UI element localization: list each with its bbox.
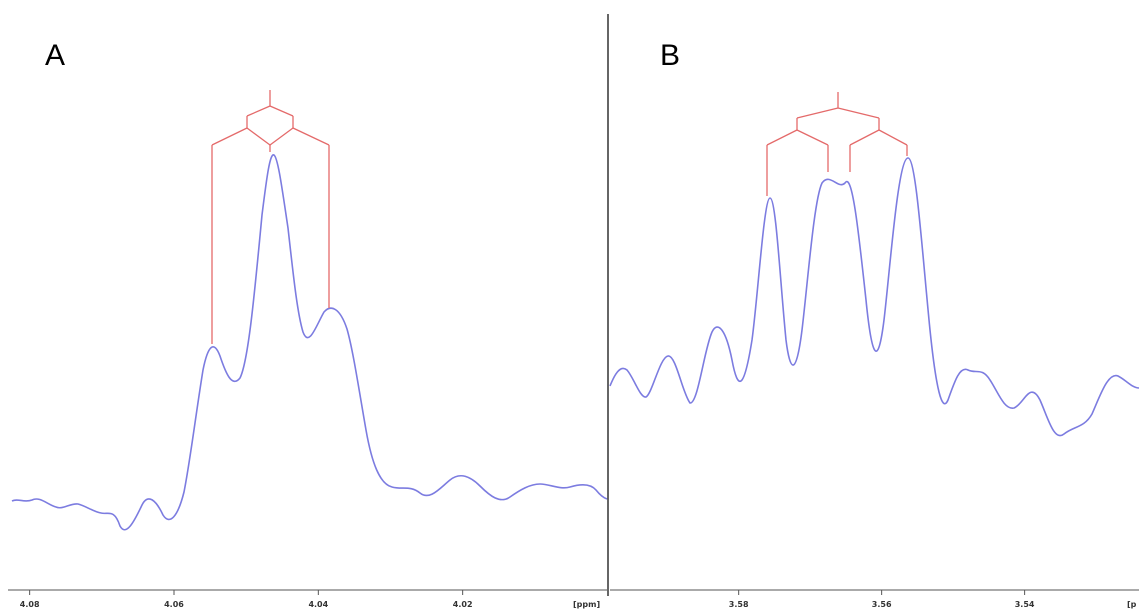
tick-group-b: 3.58 3.56 3.54 [729,590,1035,609]
coupling-tree-b [766,92,908,196]
panel-a-label: A [45,39,65,72]
x-tick-label: 3.54 [1015,600,1035,609]
x-tick-label: 3.56 [872,600,892,609]
panel-b-label: B [660,39,680,72]
panel-a: A 4.08 4.06 4.04 4.02 [ppm] [8,39,608,609]
spectrum-b-line [609,157,1139,437]
coupling-tree-a [211,90,330,344]
x-tick-label: 4.08 [20,600,40,609]
axis-unit-label-b: [p [1127,600,1137,609]
x-tick-label: 4.06 [164,600,184,609]
panel-b: B 3.58 3.56 3.54 [p [609,39,1139,609]
x-tick-label: 4.02 [453,600,473,609]
x-tick-label: 3.58 [729,600,749,609]
axis-unit-label-a: [ppm] [573,600,600,609]
x-tick-label: 4.04 [308,600,328,609]
spectrum-a-line [11,154,608,531]
tick-group-a: 4.08 4.06 4.04 4.02 [20,590,473,609]
